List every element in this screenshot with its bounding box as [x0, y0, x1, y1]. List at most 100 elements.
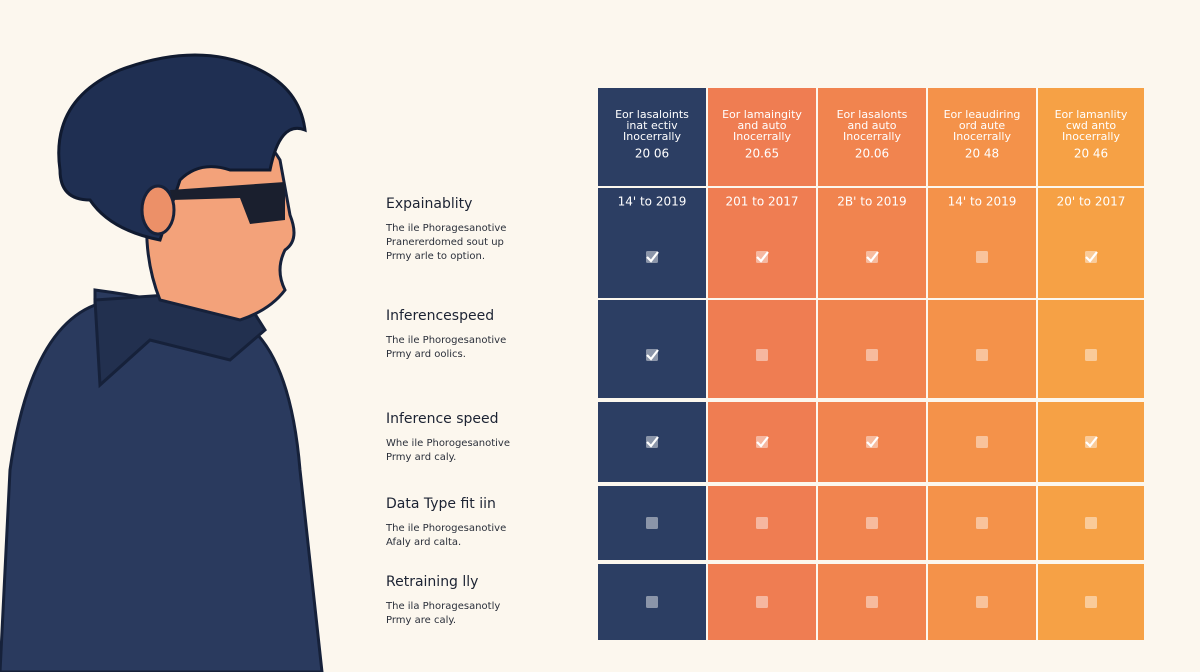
- cell-range: 2B' to 2019: [837, 195, 906, 209]
- column-header: [708, 88, 816, 186]
- check-box: [646, 517, 658, 529]
- row-description: The ile Phorogesanotive: [385, 523, 506, 534]
- row-title: Expainablity: [386, 196, 472, 212]
- cell-range: 14' to 2019: [948, 195, 1017, 209]
- cell: [818, 564, 926, 640]
- row-title: Retraining lly: [386, 574, 478, 590]
- cell: [928, 402, 1036, 482]
- column-header: [928, 88, 1036, 186]
- person-illustration: [0, 53, 324, 672]
- cell-range: 14' to 2019: [618, 195, 687, 209]
- check-box: [976, 596, 988, 608]
- header-year: 20.65: [745, 147, 779, 161]
- row-description: The ila Phoragesanotly: [385, 601, 500, 612]
- header-text: Eor lasaloints: [615, 108, 689, 121]
- cell: [1038, 402, 1144, 482]
- cell: [598, 564, 706, 640]
- check-mark: [646, 349, 659, 361]
- check-mark: [756, 251, 769, 263]
- row-description: Afaly ard calta.: [386, 537, 461, 548]
- row-description: The ile Phorogesanotive: [385, 335, 506, 346]
- ear: [140, 184, 176, 236]
- cell: [1038, 188, 1144, 298]
- cell: [1038, 486, 1144, 560]
- cell: [708, 486, 816, 560]
- cell: [928, 486, 1036, 560]
- header-year: 20 06: [635, 147, 669, 161]
- header-text: and auto: [738, 119, 787, 132]
- check-box: [976, 517, 988, 529]
- check-box: [866, 517, 878, 529]
- check-box: [756, 349, 768, 361]
- header-year: 20.06: [855, 147, 889, 161]
- header-text: Inocerrally: [843, 130, 901, 143]
- row-description: Prmy ard oolics.: [386, 349, 466, 360]
- header-text: Inocerrally: [623, 130, 681, 143]
- check-box: [866, 349, 878, 361]
- check-mark: [866, 251, 879, 263]
- cell: [928, 564, 1036, 640]
- header-text: Eor lamaingity: [722, 108, 802, 121]
- cell: [598, 402, 706, 482]
- check-box: [756, 596, 768, 608]
- row-title: Inferencespeed: [386, 308, 494, 324]
- check-mark: [1085, 436, 1098, 448]
- row-description: The ile Phoragesanotive: [385, 223, 506, 234]
- cell: [818, 188, 926, 298]
- cell: [1038, 300, 1144, 398]
- column-header: [1038, 88, 1144, 186]
- cell: [708, 188, 816, 298]
- row-description: Pranererdomed sout up: [386, 237, 504, 248]
- glasses: [170, 182, 285, 224]
- cell: [598, 300, 706, 398]
- cell-range: 20' to 2017: [1057, 195, 1126, 209]
- cell: [598, 486, 706, 560]
- row-description: Prmy are caly.: [386, 615, 456, 626]
- check-mark: [756, 436, 769, 448]
- header-text: Eor leaudiring: [944, 108, 1021, 121]
- row-description: Prmy arle to option.: [386, 251, 485, 262]
- header-text: Eor lamanlity: [1055, 108, 1128, 121]
- check-box: [756, 517, 768, 529]
- check-mark: [646, 251, 659, 263]
- cell: [928, 300, 1036, 398]
- check-mark: [866, 436, 879, 448]
- cell: [818, 486, 926, 560]
- cell: [1038, 564, 1144, 640]
- column-header: [598, 88, 706, 186]
- cell: [818, 402, 926, 482]
- check-box: [646, 596, 658, 608]
- header-text: Inocerrally: [953, 130, 1011, 143]
- check-box: [976, 436, 988, 448]
- cell-range: 201 to 2017: [725, 195, 798, 209]
- check-box: [976, 251, 988, 263]
- row-title: Inference speed: [386, 411, 499, 427]
- cell: [598, 188, 706, 298]
- check-box: [976, 349, 988, 361]
- header-text: and auto: [848, 119, 897, 132]
- header-text: Inocerrally: [733, 130, 791, 143]
- hair: [57, 53, 307, 242]
- check-mark: [1085, 251, 1098, 263]
- column-header: [818, 88, 926, 186]
- cell: [708, 564, 816, 640]
- check-box: [866, 596, 878, 608]
- header-year: 20 46: [1074, 147, 1108, 161]
- header-year: 20 48: [965, 147, 999, 161]
- check-box: [1085, 349, 1097, 361]
- cell: [708, 402, 816, 482]
- check-box: [1085, 596, 1097, 608]
- row-title: Data Type fit iin: [386, 496, 496, 512]
- check-mark: [646, 436, 659, 448]
- header-text: inat ectiv: [626, 119, 678, 132]
- check-box: [1085, 517, 1097, 529]
- cell: [818, 300, 926, 398]
- row-description: Prmy ard caly.: [386, 452, 456, 463]
- header-text: Eor lasalonts: [837, 108, 908, 121]
- header-text: ord aute: [959, 119, 1006, 132]
- cell: [708, 300, 816, 398]
- cell: [928, 188, 1036, 298]
- row-description: Whe ile Phorogesanotive: [386, 438, 510, 449]
